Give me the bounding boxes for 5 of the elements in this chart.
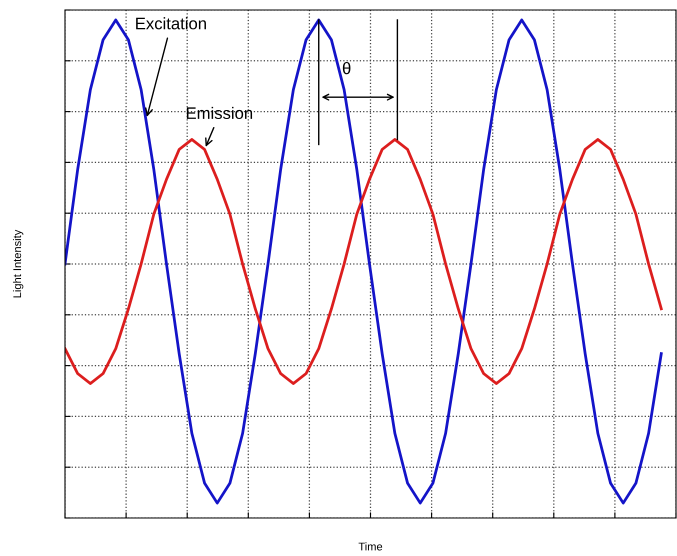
annotation: θ <box>342 62 350 74</box>
series-label: Excitation <box>136 17 206 30</box>
y-axis-title: Light Intensity <box>12 230 24 298</box>
series-label: Emission <box>186 106 252 120</box>
x-axis-title: Time <box>358 542 382 550</box>
